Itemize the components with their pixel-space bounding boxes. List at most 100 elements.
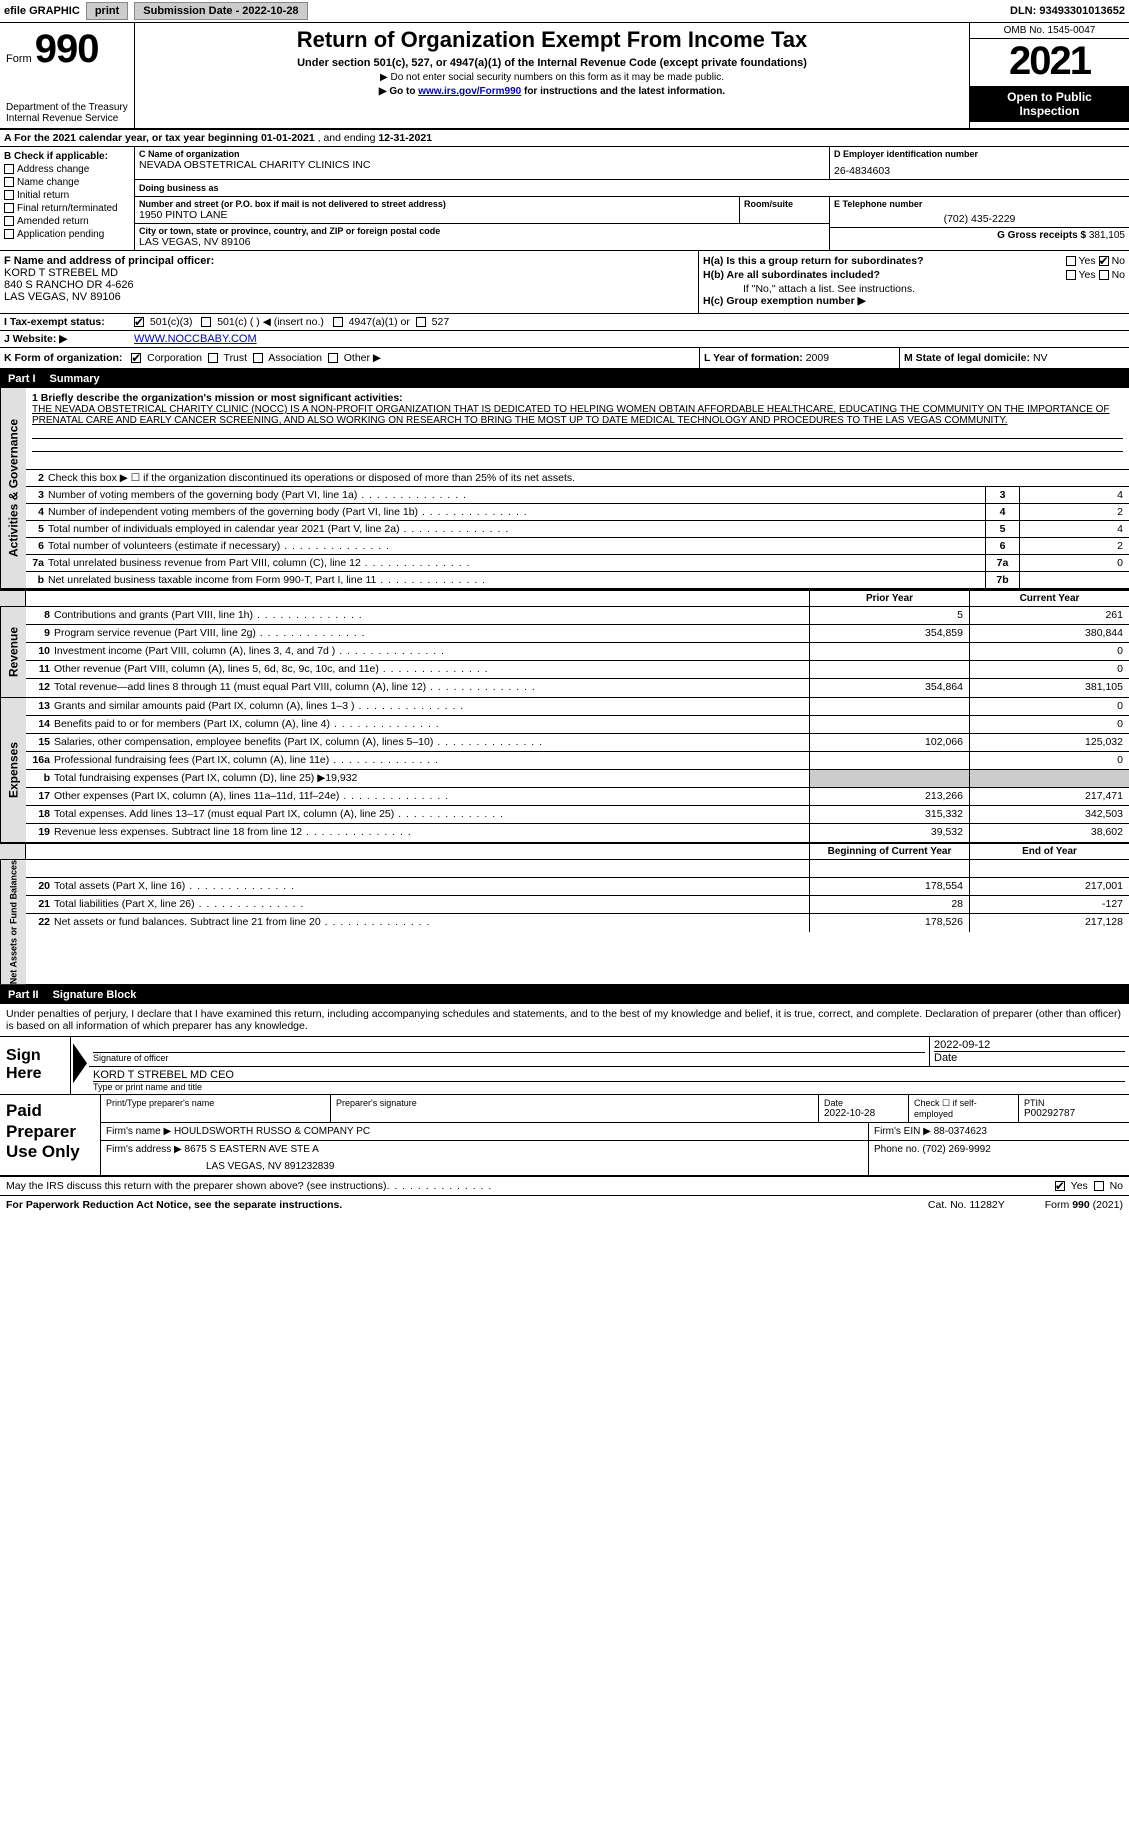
mission-text: THE NEVADA OBSTETRICAL CHARITY CLINIC (N… <box>32 404 1123 426</box>
fin-row-14: 14Benefits paid to or for members (Part … <box>26 716 1129 734</box>
ha-label: H(a) Is this a group return for subordin… <box>703 255 924 267</box>
form-footer: Form 990 (2021) <box>1045 1199 1123 1211</box>
gov-row-4: 4Number of independent voting members of… <box>26 504 1129 521</box>
tax-year: 2021 <box>970 39 1129 84</box>
gov-row-5: 5Total number of individuals employed in… <box>26 521 1129 538</box>
check-name-change: Name change <box>4 177 130 188</box>
part-i-body: Activities & Governance 1 Briefly descri… <box>0 388 1129 986</box>
ha-yesno: Yes No <box>1066 255 1126 267</box>
tax-opt-501c: 501(c) ( ) ◀ (insert no.) <box>201 316 324 328</box>
tax-opt-4947: 4947(a)(1) or <box>333 316 410 328</box>
dept-treasury: Department of the Treasury Internal Reve… <box>6 102 128 124</box>
fin-row-11: 11Other revenue (Part VIII, column (A), … <box>26 661 1129 679</box>
officer-addr1: 840 S RANCHO DR 4-626 <box>4 279 694 291</box>
c-name-label: C Name of organization <box>139 149 825 159</box>
gov-row-b: bNet unrelated business taxable income f… <box>26 572 1129 588</box>
topbar: efile GRAPHIC print Submission Date - 20… <box>0 0 1129 23</box>
hb-note: If "No," attach a list. See instructions… <box>703 283 1125 295</box>
k-opt-association: Association <box>247 352 322 364</box>
form-word: Form <box>6 53 32 65</box>
ptin-label: PTIN <box>1024 1098 1124 1108</box>
fin-row-8: 8Contributions and grants (Part VIII, li… <box>26 607 1129 625</box>
col-prior-year: Prior Year <box>809 591 969 606</box>
year-formation: 2009 <box>806 352 829 364</box>
fin-row-16a: 16aProfessional fundraising fees (Part I… <box>26 752 1129 770</box>
form-subtitle-2: ▶ Do not enter social security numbers o… <box>143 72 961 83</box>
entity-block: B Check if applicable: Address changeNam… <box>0 147 1129 251</box>
k-form-org-row: K Form of organization: Corporation Trus… <box>0 348 1129 370</box>
fin-row-10: 10Investment income (Part VIII, column (… <box>26 643 1129 661</box>
firm-phone: (702) 269-9992 <box>922 1144 990 1155</box>
cat-no: Cat. No. 11282Y <box>928 1199 1005 1211</box>
form-title: Return of Organization Exempt From Incom… <box>143 27 961 53</box>
city-value: LAS VEGAS, NV 89106 <box>139 236 825 248</box>
gov-row-7a: 7aTotal unrelated business revenue from … <box>26 555 1129 572</box>
mission-block: 1 Briefly describe the organization's mi… <box>26 388 1129 470</box>
ptin-value: P00292787 <box>1024 1108 1124 1119</box>
tax-opt-501c3: 501(c)(3) <box>134 316 193 328</box>
state-domicile: NV <box>1033 352 1048 364</box>
street-value: 1950 PINTO LANE <box>139 209 735 221</box>
sign-here-label: Sign Here <box>0 1037 70 1094</box>
form-subtitle-3: ▶ Go to www.irs.gov/Form990 for instruct… <box>143 86 961 97</box>
part-i-header: Part I Summary <box>0 370 1129 388</box>
paperwork-notice: For Paperwork Reduction Act Notice, see … <box>6 1199 342 1211</box>
fin-row-15: 15Salaries, other compensation, employee… <box>26 734 1129 752</box>
prep-date-label: Date <box>824 1098 903 1108</box>
fin-row-17: 17Other expenses (Part IX, column (A), l… <box>26 788 1129 806</box>
firm-addr2: LAS VEGAS, NV 891232839 <box>106 1161 863 1172</box>
paid-preparer-label: Paid Preparer Use Only <box>0 1095 100 1175</box>
k-opt-trust: Trust <box>202 352 247 364</box>
website-row: J Website: ▶ WWW.NOCCBABY.COM <box>0 331 1129 348</box>
d-ein-label: D Employer identification number <box>834 149 1125 159</box>
irs-link[interactable]: www.irs.gov/Form990 <box>418 86 521 97</box>
col-beginning-year: Beginning of Current Year <box>809 844 969 859</box>
sign-here-block: Sign Here Signature of officer 2022-09-1… <box>0 1037 1129 1095</box>
k-opt-corporation: Corporation <box>125 352 202 364</box>
net-row-21: 21Total liabilities (Part X, line 26)28-… <box>26 896 1129 914</box>
sign-arrow-icon <box>73 1043 87 1083</box>
name-title-label: Type or print name and title <box>93 1082 1125 1092</box>
gross-receipts: G Gross receipts $ 381,105 <box>830 228 1129 243</box>
phone-value: (702) 435-2229 <box>834 213 1125 225</box>
sig-date-value: 2022-09-12 <box>934 1039 1125 1052</box>
part-ii-header: Part II Signature Block <box>0 986 1129 1004</box>
fin-row-9: 9Program service revenue (Part VIII, lin… <box>26 625 1129 643</box>
omb-number: OMB No. 1545-0047 <box>970 23 1129 39</box>
form-subtitle-1: Under section 501(c), 527, or 4947(a)(1)… <box>143 57 961 69</box>
room-label: Room/suite <box>744 199 825 209</box>
declaration-text: Under penalties of perjury, I declare th… <box>0 1004 1129 1037</box>
fin-row-18: 18Total expenses. Add lines 13–17 (must … <box>26 806 1129 824</box>
dba-label: Doing business as <box>139 183 219 193</box>
net-row-20: 20Total assets (Part X, line 16)178,5542… <box>26 878 1129 896</box>
footer-row: For Paperwork Reduction Act Notice, see … <box>0 1196 1129 1214</box>
side-tab-netassets: Net Assets or Fund Balances <box>0 860 26 984</box>
q2-text: Check this box ▶ ☐ if the organization d… <box>48 470 1129 486</box>
fin-row-13: 13Grants and similar amounts paid (Part … <box>26 698 1129 716</box>
check-address-change: Address change <box>4 164 130 175</box>
fin-row-19: 19Revenue less expenses. Subtract line 1… <box>26 824 1129 842</box>
city-label: City or town, state or province, country… <box>139 226 825 236</box>
col-current-year: Current Year <box>969 591 1129 606</box>
fin-header-net: Beginning of Current Year End of Year <box>0 843 1129 860</box>
check-final-return-terminated: Final return/terminated <box>4 203 130 214</box>
firm-ein: 88-0374623 <box>934 1126 987 1137</box>
submission-date-button[interactable]: Submission Date - 2022-10-28 <box>134 2 307 20</box>
firm-name: HOULDSWORTH RUSSO & COMPANY PC <box>174 1126 370 1137</box>
col-end-year: End of Year <box>969 844 1129 859</box>
paid-preparer-block: Paid Preparer Use Only Print/Type prepar… <box>0 1095 1129 1177</box>
col-b-checkboxes: B Check if applicable: Address changeNam… <box>0 147 135 250</box>
fin-row-b: bTotal fundraising expenses (Part IX, co… <box>26 770 1129 788</box>
hb-yesno: Yes No <box>1066 269 1126 281</box>
net-row-22: 22Net assets or fund balances. Subtract … <box>26 914 1129 932</box>
website-link[interactable]: WWW.NOCCBABY.COM <box>134 333 257 345</box>
fin-header-pc: Prior Year Current Year <box>0 589 1129 607</box>
firm-name-label: Firm's name ▶ <box>106 1126 171 1137</box>
print-button[interactable]: print <box>86 2 128 20</box>
discuss-row: May the IRS discuss this return with the… <box>0 1177 1129 1196</box>
side-tab-revenue: Revenue <box>0 607 26 697</box>
k-opt-other: Other ▶ <box>322 352 381 364</box>
tax-opt-527: 527 <box>416 316 449 328</box>
tax-exempt-row: I Tax-exempt status: 501(c)(3) 501(c) ( … <box>0 314 1129 331</box>
check-amended-return: Amended return <box>4 216 130 227</box>
